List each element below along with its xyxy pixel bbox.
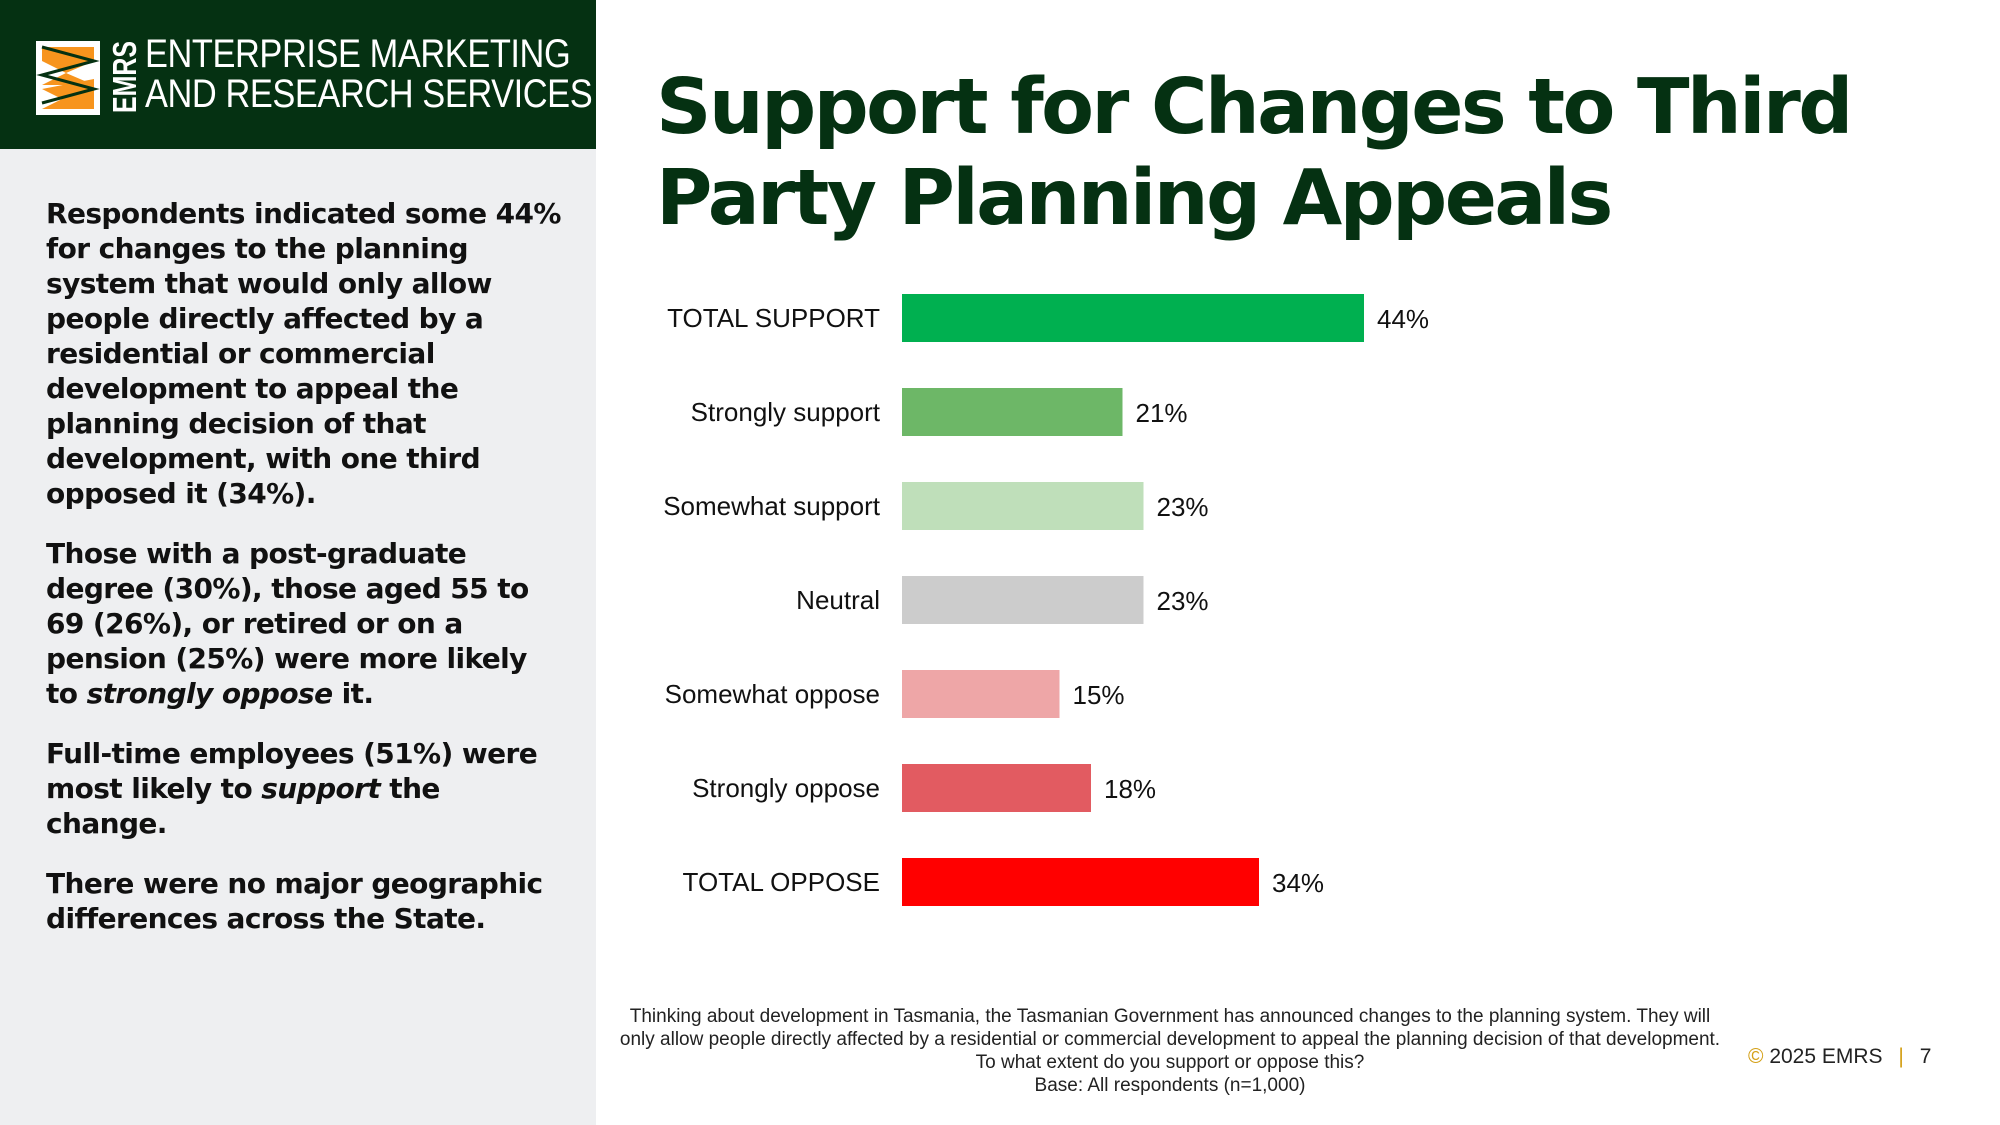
value-label: 15%: [1073, 680, 1125, 710]
logo-line-2: AND RESEARCH SERVICES: [145, 72, 593, 116]
page-title: Support for Changes to Third Party Plann…: [656, 63, 1853, 243]
summary-paragraph: Respondents indicated some 44% for chang…: [46, 196, 566, 511]
logo-abbrev: EMRS: [106, 41, 143, 113]
bar: [902, 388, 1123, 436]
emrs-logo-mark-icon: [36, 41, 100, 115]
bar: [902, 482, 1144, 530]
value-label: 21%: [1136, 398, 1188, 428]
paragraph-text: There were no major geographic differenc…: [46, 867, 543, 935]
summary-paragraph: Full-time employees (51%) were most like…: [46, 736, 566, 841]
footer: © 2025 EMRS | 7: [1748, 1045, 1931, 1069]
sidebar-panel: [0, 0, 596, 1125]
footer-text: 2025 EMRS: [1769, 1045, 1883, 1068]
logo-wordmark: ENTERPRISE MARKETING AND RESEARCH SERVIC…: [145, 32, 593, 116]
category-label: Strongly oppose: [692, 773, 880, 803]
category-label: Strongly support: [691, 397, 881, 427]
logo: EMRS ENTERPRISE MARKETING AND RESEARCH S…: [0, 0, 596, 149]
copyright-icon: ©: [1748, 1045, 1764, 1068]
bar: [902, 670, 1060, 718]
value-label: 18%: [1104, 774, 1156, 804]
value-label: 23%: [1157, 586, 1209, 616]
paragraph-text: the change.: [46, 772, 440, 840]
bar: [902, 764, 1091, 812]
paragraph-text: it.: [332, 677, 374, 710]
category-label: TOTAL SUPPORT: [667, 303, 880, 333]
category-label: TOTAL OPPOSE: [683, 867, 880, 897]
base-note: Base: All respondents (n=1,000): [1034, 1075, 1306, 1096]
category-label: Somewhat support: [663, 491, 881, 521]
footer-separator: |: [1898, 1045, 1904, 1068]
logo-abbrev-text: EMRS: [106, 41, 143, 113]
bar: [902, 576, 1144, 624]
emphasis-text: strongly oppose: [86, 677, 333, 710]
summary-paragraph: There were no major geographic differenc…: [46, 866, 566, 936]
category-label: Somewhat oppose: [665, 679, 880, 709]
value-label: 34%: [1272, 868, 1324, 898]
question-line-1: Thinking about development in Tasmania, …: [629, 1006, 1711, 1027]
value-label: 23%: [1157, 492, 1209, 522]
category-label: Neutral: [796, 585, 880, 615]
bar: [902, 858, 1259, 906]
summary-paragraph: Those with a post-graduate degree (30%),…: [46, 536, 566, 711]
question-line-2: only allow people directly affected by a…: [619, 1029, 1721, 1050]
bar: [902, 294, 1364, 342]
paragraph-text: Full-time employees (51%) were most like…: [46, 737, 538, 805]
logo-line-1: ENTERPRISE MARKETING: [145, 32, 571, 76]
paragraph-text: Respondents indicated some 44% for chang…: [46, 197, 561, 510]
emphasis-text: support: [261, 772, 381, 805]
value-label: 44%: [1377, 304, 1429, 334]
page-number: 7: [1919, 1045, 1932, 1068]
paragraph-text: Those with a post-graduate degree (30%),…: [46, 537, 529, 710]
survey-question: Thinking about development in Tasmania, …: [600, 1005, 1740, 1097]
bar-chart: TOTAL SUPPORT 44% Strongly support 21% Somew…: [663, 294, 1429, 906]
question-line-3: To what extent do you support or oppose …: [975, 1052, 1365, 1073]
summary-text: Respondents indicated some 44% for chang…: [46, 196, 566, 961]
